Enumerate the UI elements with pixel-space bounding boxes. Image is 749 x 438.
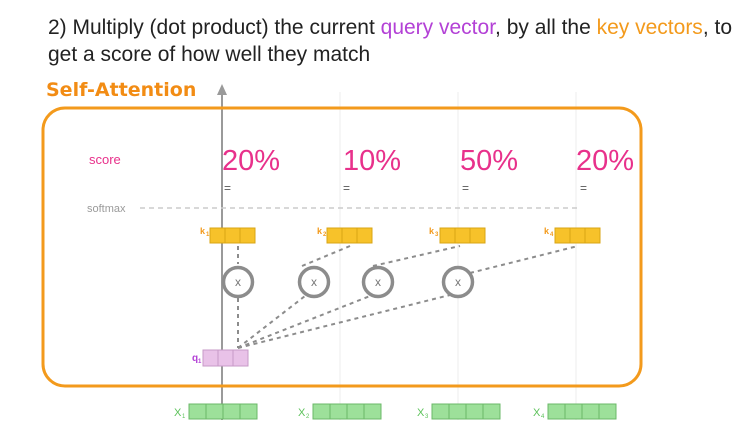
key-vector: k 3	[429, 226, 486, 244]
section-title: Self-Attention	[46, 79, 197, 101]
input-subscript: 1	[182, 414, 186, 420]
multiply-icon	[221, 265, 255, 299]
softmax-label: softmax	[87, 203, 126, 215]
equals-sign: =	[580, 181, 587, 195]
input-label: X	[174, 407, 182, 419]
key-label: k	[429, 226, 435, 236]
key-label: k	[200, 226, 206, 236]
key-label: k	[317, 226, 323, 236]
key-subscript: 1	[206, 232, 210, 238]
input-label: X	[417, 407, 425, 419]
column-guides	[339, 92, 577, 420]
equals-sign: =	[343, 181, 350, 195]
input-label: X	[533, 407, 541, 419]
input-vector: X 1	[174, 403, 258, 420]
input-vectors: X 1 X 2 X 3 X 4	[174, 403, 617, 420]
input-vector: X 3	[417, 403, 501, 420]
step-description: 2) Multiply (dot product) the current qu…	[48, 14, 738, 68]
self-attention-box	[41, 106, 643, 388]
multiply-circles: x x x x	[221, 265, 475, 299]
query-vector: q 1	[192, 349, 249, 367]
key-subscript: 2	[323, 232, 327, 238]
key-vectors: k 1 k 2 k 3 k 4	[200, 226, 601, 244]
key-vector: k 1	[200, 226, 256, 244]
score-value: 20%	[222, 145, 280, 177]
multiply-icon	[361, 265, 395, 299]
query-subscript: 1	[198, 359, 202, 365]
key-vectors-term: key vectors	[596, 16, 703, 39]
multiply-symbol: x	[455, 275, 461, 289]
multiply-symbol: x	[235, 275, 241, 289]
key-vector: k 2	[317, 226, 373, 244]
multiply-icon	[441, 265, 475, 299]
dot-product-connections	[237, 245, 579, 349]
multiply-symbol: x	[375, 275, 381, 289]
equals-sign: =	[462, 181, 469, 195]
key-label: k	[544, 226, 550, 236]
score-value: 20%	[576, 145, 634, 177]
equals-signs: = = = =	[224, 181, 587, 195]
input-vector: X 4	[533, 403, 617, 420]
input-subscript: 3	[425, 414, 429, 420]
query-label: q	[192, 353, 198, 364]
step-text-end: , to get a score of how well they match	[48, 16, 732, 66]
equals-sign: =	[224, 181, 231, 195]
step-text-mid: , by all the	[495, 16, 597, 39]
score-label: score	[89, 152, 121, 167]
step-text: 2) Multiply (dot product) the current	[48, 16, 381, 39]
key-subscript: 4	[550, 232, 554, 238]
multiply-icon	[297, 265, 331, 299]
multiply-symbol: x	[311, 275, 317, 289]
input-label: X	[298, 407, 306, 419]
input-subscript: 4	[541, 414, 545, 420]
scores: 20% 10% 50% 20%	[222, 145, 634, 177]
score-value: 50%	[460, 145, 518, 177]
axis-arrow	[217, 84, 227, 95]
key-subscript: 3	[435, 232, 439, 238]
key-vector: k 4	[544, 226, 601, 244]
input-subscript: 2	[306, 414, 310, 420]
input-vector: X 2	[298, 403, 382, 420]
score-value: 10%	[343, 145, 401, 177]
query-vector-term: query vector	[380, 16, 496, 39]
